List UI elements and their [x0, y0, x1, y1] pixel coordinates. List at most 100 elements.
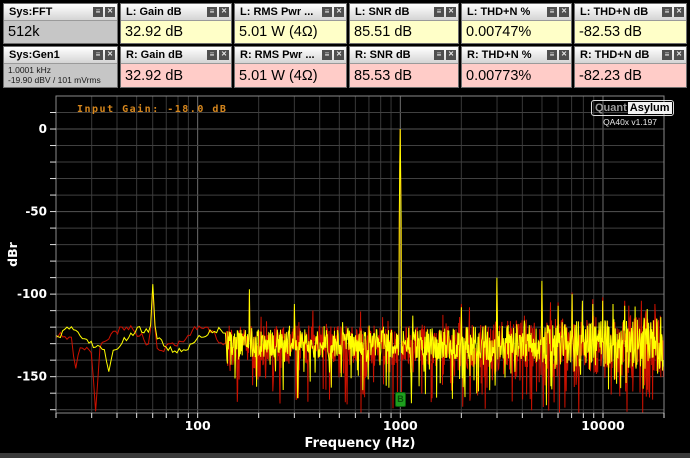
- panel-sys-fft: Sys:FFT ≡ ✕ 512k: [3, 3, 118, 44]
- panel-value: 0.00747%: [462, 21, 571, 43]
- measurement-panels: Sys:FFT ≡ ✕ 512k L: Gain dB ≡ ✕ 32.92 dB L: RMS …: [3, 3, 687, 88]
- panel-header: R: THD+N dB ≡ ✕: [575, 47, 686, 64]
- panel-title: L: Gain dB: [126, 6, 182, 18]
- panel-value-line: 1.0001 kHz: [8, 65, 51, 75]
- panel-close-icon[interactable]: ✕: [105, 50, 115, 60]
- quantasylum-logo: Quant Asylum QA40x v1.197: [591, 98, 674, 127]
- panel-close-icon[interactable]: ✕: [334, 7, 344, 17]
- y-tick-label: 0: [39, 122, 47, 136]
- panel-menu-icon[interactable]: ≡: [322, 50, 332, 60]
- panel-close-icon[interactable]: ✕: [559, 50, 569, 60]
- panel-value: 5.01 W (4Ω): [235, 21, 346, 43]
- panel-menu-icon[interactable]: ≡: [93, 50, 103, 60]
- window-bottom-edge: [0, 453, 690, 458]
- panel-title: R: SNR dB: [355, 49, 411, 61]
- x-axis-label: Frequency (Hz): [305, 436, 416, 451]
- y-tick-label: -100: [17, 287, 47, 301]
- panel-value: 512k: [4, 21, 117, 43]
- panel-menu-icon[interactable]: ≡: [434, 7, 444, 17]
- panel-title: R: THD+N %: [467, 49, 532, 61]
- panel-menu-icon[interactable]: ≡: [434, 50, 444, 60]
- panel-value: -82.53 dB: [575, 21, 686, 43]
- plot-border: [55, 95, 665, 414]
- panel-r-rms-pwr: R: RMS Pwr ... ≡ ✕ 5.01 W (4Ω): [234, 46, 347, 88]
- panel-header: Sys:Gen1 ≡ ✕: [4, 47, 117, 64]
- panel-l-thdn-pct: L: THD+N % ≡ ✕ 0.00747%: [461, 3, 572, 44]
- panel-title: R: THD+N dB: [580, 49, 650, 61]
- panel-value: 32.92 dB: [121, 21, 231, 43]
- panel-value: 1.0001 kHz -19.90 dBV / 101 mVrms: [4, 64, 117, 87]
- panel-close-icon[interactable]: ✕: [105, 7, 115, 17]
- panel-close-icon[interactable]: ✕: [219, 50, 229, 60]
- panel-menu-icon[interactable]: ≡: [93, 7, 103, 17]
- x-tick-label: 100: [185, 418, 211, 433]
- y-tick-label: -150: [17, 370, 47, 384]
- panel-header: L: RMS Pwr ... ≡ ✕: [235, 4, 346, 21]
- panel-menu-icon[interactable]: ≡: [207, 7, 217, 17]
- panel-title: Sys:Gen1: [9, 49, 60, 61]
- panel-menu-icon[interactable]: ≡: [207, 50, 217, 60]
- panel-header: L: THD+N dB ≡ ✕: [575, 4, 686, 21]
- panel-r-thdn-db: R: THD+N dB ≡ ✕ -82.23 dB: [574, 46, 687, 88]
- panel-title: L: SNR dB: [355, 6, 410, 18]
- panel-close-icon[interactable]: ✕: [674, 7, 684, 17]
- panel-r-snr: R: SNR dB ≡ ✕ 85.53 dB: [349, 46, 459, 88]
- x-tick-label: 1000: [383, 418, 418, 433]
- quantasylum-logo-box: Quant Asylum: [591, 100, 674, 116]
- y-tick-label: -50: [25, 205, 47, 219]
- panel-header: L: SNR dB ≡ ✕: [350, 4, 458, 21]
- panel-menu-icon[interactable]: ≡: [322, 7, 332, 17]
- panel-l-thdn-db: L: THD+N dB ≡ ✕ -82.53 dB: [574, 3, 687, 44]
- panel-r-thdn-pct: R: THD+N % ≡ ✕ 0.00773%: [461, 46, 572, 88]
- panel-title: L: THD+N %: [467, 6, 531, 18]
- panel-header: R: RMS Pwr ... ≡ ✕: [235, 47, 346, 64]
- panel-row: Sys:Gen1 ≡ ✕ 1.0001 kHz -19.90 dBV / 101 mVr…: [3, 46, 687, 88]
- panel-value: 0.00773%: [462, 64, 571, 87]
- panel-value-line: -19.90 dBV / 101 mVrms: [8, 75, 101, 85]
- panel-l-rms-pwr: L: RMS Pwr ... ≡ ✕ 5.01 W (4Ω): [234, 3, 347, 44]
- x-tick-label: 10000: [581, 418, 625, 433]
- panel-sys-gen1: Sys:Gen1 ≡ ✕ 1.0001 kHz -19.90 dBV / 101 mVr…: [3, 46, 118, 88]
- panel-value: -82.23 dB: [575, 64, 686, 87]
- panel-menu-icon[interactable]: ≡: [547, 50, 557, 60]
- app-version-text: QA40x v1.197: [603, 117, 657, 127]
- panel-value: 5.01 W (4Ω): [235, 64, 346, 87]
- panel-close-icon[interactable]: ✕: [219, 7, 229, 17]
- panel-value: 85.53 dB: [350, 64, 458, 87]
- panel-close-icon[interactable]: ✕: [446, 50, 456, 60]
- left-channel-trace: [55, 128, 665, 406]
- panel-l-snr: L: SNR dB ≡ ✕ 85.51 dB: [349, 3, 459, 44]
- panel-title: Sys:FFT: [9, 6, 53, 18]
- logo-quant-text: Quant: [595, 102, 627, 114]
- panel-header: R: SNR dB ≡ ✕: [350, 47, 458, 64]
- panel-close-icon[interactable]: ✕: [446, 7, 456, 17]
- panel-header: R: Gain dB ≡ ✕: [121, 47, 231, 64]
- generator-frequency-marker[interactable]: B: [395, 392, 406, 407]
- logo-asylum-text: Asylum: [627, 102, 672, 114]
- panel-header: Sys:FFT ≡ ✕: [4, 4, 117, 21]
- right-channel-trace: [55, 128, 665, 414]
- panel-r-gain: R: Gain dB ≡ ✕ 32.92 dB: [120, 46, 232, 88]
- panel-l-gain: L: Gain dB ≡ ✕ 32.92 dB: [120, 3, 232, 44]
- panel-value: 85.51 dB: [350, 21, 458, 43]
- panel-menu-icon[interactable]: ≡: [547, 7, 557, 17]
- panel-title: L: RMS Pwr ...: [240, 6, 314, 18]
- panel-close-icon[interactable]: ✕: [559, 7, 569, 17]
- panel-row: Sys:FFT ≡ ✕ 512k L: Gain dB ≡ ✕ 32.92 dB L: RMS …: [3, 3, 687, 44]
- panel-title: R: Gain dB: [126, 49, 183, 61]
- panel-close-icon[interactable]: ✕: [674, 50, 684, 60]
- y-axis-label: dBr: [5, 241, 20, 266]
- panel-title: L: THD+N dB: [580, 6, 649, 18]
- panel-header: L: THD+N % ≡ ✕: [462, 4, 571, 21]
- panel-menu-icon[interactable]: ≡: [662, 50, 672, 60]
- input-gain-overlay: Input Gain: -18.0 dB: [77, 104, 228, 115]
- panel-value: 32.92 dB: [121, 64, 231, 87]
- panel-menu-icon[interactable]: ≡: [662, 7, 672, 17]
- panel-close-icon[interactable]: ✕: [334, 50, 344, 60]
- panel-title: R: RMS Pwr ...: [240, 49, 315, 61]
- axis-labels: 0 -50 -100 -150 100 1000 10000 dBr Frequency (Hz…: [5, 122, 625, 451]
- panel-header: R: THD+N % ≡ ✕: [462, 47, 571, 64]
- panel-header: L: Gain dB ≡ ✕: [121, 4, 231, 21]
